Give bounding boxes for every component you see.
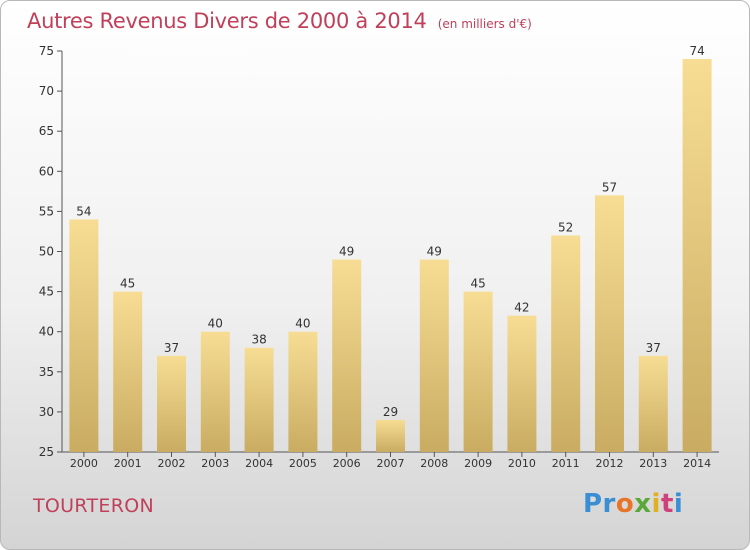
x-tick-label: 2014 xyxy=(683,457,711,470)
y-tick-label: 30 xyxy=(39,405,54,419)
bar xyxy=(551,235,581,452)
logo-part: x xyxy=(634,489,652,519)
bar-value-label: 29 xyxy=(383,405,398,419)
bar-value-label: 54 xyxy=(76,204,91,218)
x-tick-label: 2011 xyxy=(552,457,580,470)
bar xyxy=(638,355,668,452)
y-tick-label: 45 xyxy=(39,285,54,299)
bar-value-label: 74 xyxy=(689,44,704,58)
bar xyxy=(332,259,362,452)
bar-value-label: 38 xyxy=(251,333,266,347)
y-tick-label: 75 xyxy=(39,44,54,58)
chart-title: Autres Revenus Divers de 2000 à 2014 (en… xyxy=(27,9,532,33)
x-tick-label: 2001 xyxy=(114,457,142,470)
bar-value-label: 40 xyxy=(208,317,223,331)
bar xyxy=(419,259,449,452)
chart-unit-label: (en milliers d'€) xyxy=(437,17,532,31)
bar xyxy=(157,355,186,452)
bar-value-label: 52 xyxy=(558,220,573,234)
bar xyxy=(682,59,712,453)
bar xyxy=(595,195,624,453)
bar-value-label: 45 xyxy=(120,277,135,291)
bar xyxy=(113,291,143,452)
bar xyxy=(288,331,318,452)
bar-value-label: 49 xyxy=(427,245,442,259)
x-tick-label: 2012 xyxy=(596,457,624,470)
x-tick-label: 2009 xyxy=(464,457,492,470)
bar-value-label: 42 xyxy=(514,301,529,315)
x-tick-label: 2010 xyxy=(508,457,536,470)
logo-part: i xyxy=(673,489,684,519)
y-tick-label: 25 xyxy=(39,445,54,459)
bar-value-label: 49 xyxy=(339,245,354,259)
x-tick-label: 2005 xyxy=(289,457,317,470)
bar-value-label: 37 xyxy=(164,341,179,355)
y-tick-label: 40 xyxy=(39,325,54,339)
y-tick-label: 60 xyxy=(39,164,54,178)
bar-value-label: 37 xyxy=(646,341,661,355)
y-axis: 25 30 35 40 45 50 55 60 65 70 75 xyxy=(39,44,63,459)
commune-name: TOURTERON xyxy=(33,495,154,517)
y-tick-label: 50 xyxy=(39,245,54,259)
x-tick-label: 2002 xyxy=(158,457,186,470)
y-tick-label: 70 xyxy=(39,84,54,98)
bar-value-label: 57 xyxy=(602,180,617,194)
bar-value-label: 45 xyxy=(470,277,485,291)
x-tick-label: 2000 xyxy=(70,457,98,470)
bar xyxy=(376,419,405,452)
bar xyxy=(69,219,99,452)
x-tick-label: 2003 xyxy=(201,457,229,470)
y-tick-label: 55 xyxy=(39,204,54,218)
x-tick-label: 2004 xyxy=(245,457,273,470)
y-tick-label: 65 xyxy=(39,124,54,138)
bar-value-label: 40 xyxy=(295,317,310,331)
x-axis: 2000 2001 2002 2003 2004 2005 2006 2007 2008 2009… xyxy=(62,451,719,470)
bar xyxy=(200,331,230,452)
bar xyxy=(463,291,493,452)
bars: 54 45 37 40 38 40 49 29 49 45 42 52 57 37 74 xyxy=(69,44,712,453)
x-tick-label: 2008 xyxy=(420,457,448,470)
logo-part: Pr xyxy=(583,489,616,519)
bar xyxy=(507,315,537,452)
y-tick-label: 35 xyxy=(39,365,54,379)
bar xyxy=(244,347,274,452)
logo-part: i xyxy=(651,489,661,519)
logo-part: t xyxy=(660,489,674,519)
x-tick-label: 2007 xyxy=(377,457,405,470)
proxiti-logo: Proxiti xyxy=(583,489,683,519)
x-tick-label: 2013 xyxy=(639,457,667,470)
chart-title-text: Autres Revenus Divers de 2000 à 2014 xyxy=(27,9,427,33)
x-tick-label: 2006 xyxy=(333,457,361,470)
logo-part: o xyxy=(615,489,635,519)
